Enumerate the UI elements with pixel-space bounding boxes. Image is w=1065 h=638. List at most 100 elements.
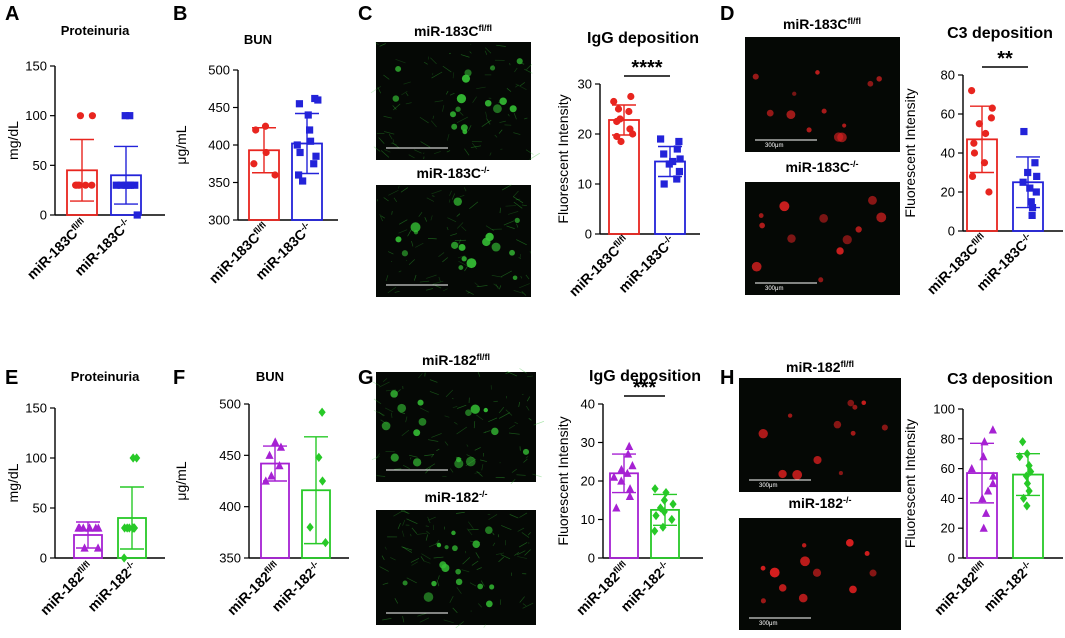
data-point: [1024, 168, 1032, 177]
tissue-texture: [476, 285, 488, 288]
data-point: [981, 129, 990, 138]
tissue-texture: [406, 518, 418, 525]
glomerulus-spot: [381, 421, 391, 431]
data-point: [265, 450, 274, 459]
tissue-texture: [485, 225, 495, 232]
tissue-texture: [499, 207, 501, 214]
tissue-texture: [390, 412, 393, 418]
glomerulus-spot: [418, 417, 427, 426]
tissue-texture: [476, 86, 486, 90]
data-point: [93, 543, 103, 552]
tissue-texture: [513, 201, 523, 209]
tissue-texture: [493, 283, 499, 288]
chart-title: BUN: [256, 369, 284, 384]
tissue-texture: [442, 257, 449, 263]
tissue-texture: [500, 554, 511, 560]
tissue-texture: [485, 111, 488, 118]
tissue-texture: [514, 421, 519, 424]
data-point: [1022, 471, 1030, 481]
data-point: [988, 104, 996, 112]
y-tick-label: 450: [208, 100, 230, 115]
y-tick-label: 10: [578, 177, 592, 192]
tissue-texture: [379, 214, 383, 222]
glomerulus-spot: [485, 600, 493, 608]
data-point: [120, 553, 128, 563]
micrograph-panel-d: miR-183C-/- 300μm: [745, 159, 900, 295]
tissue-texture: [467, 291, 470, 294]
glomerulus-spot: [798, 593, 808, 603]
glomerulus-spot: [849, 585, 857, 594]
tissue-texture: [438, 252, 445, 257]
glomerulus-spot: [453, 197, 462, 206]
glomerulus-spot: [456, 93, 467, 104]
data-point: [656, 135, 665, 143]
glomerulus-spot: [484, 99, 492, 107]
tissue-texture: [455, 511, 465, 514]
tissue-texture: [413, 149, 422, 154]
y-tick-label: 20: [941, 185, 955, 200]
tissue-texture: [401, 90, 408, 96]
tissue-texture: [425, 525, 429, 527]
glomerulus-spot: [451, 530, 456, 536]
data-point: [624, 449, 633, 458]
tissue-texture: [392, 142, 400, 149]
glomerulus-spot: [397, 403, 407, 413]
tissue-texture: [513, 190, 519, 197]
data-point: [1033, 172, 1041, 180]
tissue-texture: [391, 210, 393, 215]
tissue-texture: [415, 242, 424, 248]
tissue-texture: [433, 556, 444, 559]
panel-letter: C: [358, 3, 372, 25]
glomerulus-spot: [758, 213, 764, 218]
tissue-texture: [383, 74, 390, 80]
tissue-texture: [388, 133, 393, 140]
data-point: [983, 486, 993, 495]
glomerulus-spot: [850, 430, 856, 436]
micrograph: [376, 185, 531, 297]
tissue-texture: [478, 603, 482, 608]
category-label: miR-182-/-: [84, 559, 140, 615]
tissue-texture: [476, 471, 483, 477]
data-point: [296, 148, 304, 157]
data-point: [980, 437, 989, 446]
y-tick-label: 100: [25, 108, 47, 123]
data-point: [306, 522, 314, 532]
data-point: [979, 523, 988, 532]
tissue-texture: [528, 418, 532, 421]
tissue-texture: [474, 471, 481, 474]
data-point: [1023, 449, 1031, 459]
data-point: [979, 452, 988, 461]
tissue-texture: [418, 212, 423, 217]
tissue-texture: [384, 407, 394, 413]
data-point: [306, 126, 314, 134]
y-tick-label: 450: [219, 448, 241, 463]
tissue-texture: [456, 426, 468, 435]
tissue-texture: [403, 509, 409, 514]
tissue-texture: [418, 373, 423, 379]
tissue-texture: [475, 552, 480, 559]
tissue-texture: [501, 184, 512, 191]
tissue-texture: [456, 116, 469, 124]
data-point: [612, 503, 621, 512]
tissue-texture: [449, 595, 454, 603]
glomerulus-spot: [465, 456, 476, 467]
tissue-texture: [447, 217, 457, 223]
glomerulus-spot: [514, 217, 520, 224]
tissue-texture: [419, 407, 429, 413]
glomerulus-spot: [792, 91, 797, 96]
data-point: [133, 211, 141, 219]
tissue-texture: [409, 457, 412, 460]
micrograph: [376, 42, 531, 160]
glomerulus-spot: [881, 424, 888, 431]
category-label: miR-182-/-: [980, 559, 1036, 615]
significance-stars: ***: [633, 377, 657, 399]
tissue-texture: [380, 150, 390, 158]
y-tick-label: 350: [208, 175, 230, 190]
tissue-texture: [431, 433, 442, 438]
data-point: [988, 425, 997, 434]
tissue-texture: [388, 190, 399, 196]
data-point: [1023, 501, 1031, 511]
data-point: [314, 96, 322, 104]
tissue-texture: [442, 65, 452, 73]
chart-panel-b: BBUN300350400450500μg/mLmiR-183Cfl/flmiR…: [173, 3, 338, 286]
